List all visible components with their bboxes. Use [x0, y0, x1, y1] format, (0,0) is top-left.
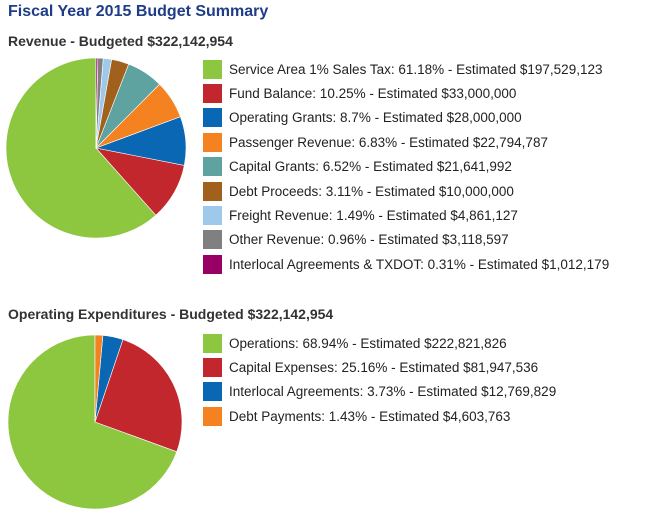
legend-swatch	[203, 132, 222, 152]
legend-label: Capital Grants: 6.52% - Estimated $21,64…	[229, 159, 512, 175]
revenue-pie-chart	[5, 57, 187, 239]
legend-label: Interlocal Agreements: 3.73% - Estimated…	[229, 384, 557, 400]
legend-item: Other Revenue: 0.96% - Estimated $3,118,…	[203, 228, 609, 252]
legend-item: Freight Revenue: 1.49% - Estimated $4,86…	[203, 203, 609, 227]
legend-item: Debt Payments: 1.43% - Estimated $4,603,…	[203, 404, 556, 428]
legend-swatch	[203, 157, 222, 177]
legend-label: Fund Balance: 10.25% - Estimated $33,000…	[229, 86, 517, 102]
legend-swatch	[203, 358, 222, 378]
legend-swatch	[203, 333, 222, 353]
legend-item: Interlocal Agreements & TXDOT: 0.31% - E…	[203, 252, 609, 276]
legend-swatch	[203, 406, 222, 426]
legend-label: Debt Payments: 1.43% - Estimated $4,603,…	[229, 408, 511, 424]
legend-label: Debt Proceeds: 3.11% - Estimated $10,000…	[229, 183, 514, 199]
legend-swatch	[203, 84, 222, 104]
expenditures-pie-chart	[7, 334, 183, 510]
revenue-chart-title: Revenue - Budgeted $322,142,954	[8, 33, 233, 49]
legend-item: Interlocal Agreements: 3.73% - Estimated…	[203, 380, 556, 404]
legend-item: Debt Proceeds: 3.11% - Estimated $10,000…	[203, 179, 609, 203]
legend-label: Operating Grants: 8.7% - Estimated $28,0…	[229, 110, 522, 126]
revenue-legend: Service Area 1% Sales Tax: 61.18% - Esti…	[203, 57, 609, 277]
expenditures-legend: Operations: 68.94% - Estimated $222,821,…	[203, 331, 556, 429]
legend-label: Interlocal Agreements & TXDOT: 0.31% - E…	[229, 256, 610, 272]
legend-item: Capital Expenses: 25.16% - Estimated $81…	[203, 355, 556, 379]
legend-swatch	[203, 108, 222, 128]
legend-label: Service Area 1% Sales Tax: 61.18% - Esti…	[229, 61, 603, 77]
pie-slice	[94, 339, 183, 453]
pie-slice	[94, 334, 104, 423]
pie-slice	[5, 57, 157, 239]
legend-item: Service Area 1% Sales Tax: 61.18% - Esti…	[203, 57, 609, 81]
pie-slice	[95, 57, 99, 149]
legend-label: Capital Expenses: 25.16% - Estimated $81…	[229, 360, 539, 376]
page-title: Fiscal Year 2015 Budget Summary	[8, 3, 269, 20]
legend-label: Other Revenue: 0.96% - Estimated $3,118,…	[229, 232, 509, 248]
legend-label: Operations: 68.94% - Estimated $222,821,…	[229, 335, 507, 351]
legend-label: Passenger Revenue: 6.83% - Estimated $22…	[229, 134, 548, 150]
legend-item: Operations: 68.94% - Estimated $222,821,…	[203, 331, 556, 355]
legend-label: Freight Revenue: 1.49% - Estimated $4,86…	[229, 208, 518, 224]
pie-slice	[7, 334, 178, 510]
legend-swatch	[203, 59, 222, 79]
expenditures-chart-title: Operating Expenditures - Budgeted $322,1…	[8, 306, 334, 322]
legend-item: Capital Grants: 6.52% - Estimated $21,64…	[203, 155, 609, 179]
legend-swatch	[203, 382, 222, 402]
legend-item: Passenger Revenue: 6.83% - Estimated $22…	[203, 130, 609, 154]
legend-swatch	[203, 254, 222, 274]
legend-item: Fund Balance: 10.25% - Estimated $33,000…	[203, 81, 609, 105]
legend-swatch	[203, 230, 222, 250]
legend-swatch	[203, 206, 222, 226]
legend-swatch	[203, 181, 222, 201]
legend-item: Operating Grants: 8.7% - Estimated $28,0…	[203, 106, 609, 130]
